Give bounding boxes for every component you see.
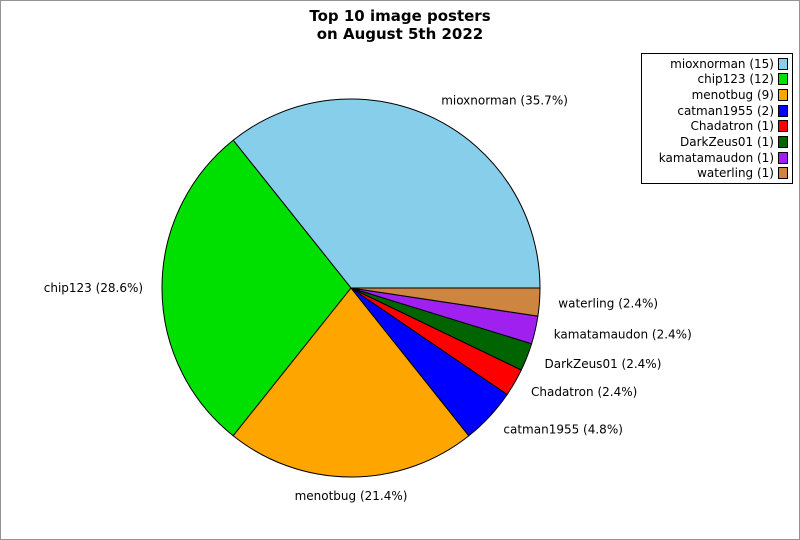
legend-item-kamatamaudon: kamatamaudon (1) bbox=[644, 150, 788, 165]
pie-slice-chip123 bbox=[161, 139, 352, 437]
legend-item-label: chip123 (12) bbox=[697, 72, 774, 87]
legend-item-label: catman1955 (2) bbox=[677, 103, 774, 118]
legend-item-Chadatron: Chadatron (1) bbox=[644, 119, 788, 134]
pie-slice-label: Chadatron (2.4%) bbox=[531, 385, 637, 399]
pie-slice-label: mioxnorman (35.7%) bbox=[441, 94, 568, 108]
pie-slice-label: chip123 (28.6%) bbox=[44, 281, 143, 295]
legend-item-catman1955: catman1955 (2) bbox=[644, 103, 788, 118]
chart-title: Top 10 image posters on August 5th 2022 bbox=[309, 7, 491, 43]
legend-item-label: menotbug (9) bbox=[691, 88, 774, 103]
pie-slice-label: DarkZeus01 (2.4%) bbox=[545, 357, 662, 371]
legend-color-swatch bbox=[778, 151, 788, 164]
pie-slice-menotbug bbox=[232, 287, 470, 478]
legend-item-mioxnorman: mioxnorman (15) bbox=[644, 56, 788, 71]
legend-color-swatch bbox=[778, 104, 788, 117]
pie-slice-label: menotbug (21.4%) bbox=[295, 489, 408, 503]
legend-item-menotbug: menotbug (9) bbox=[644, 88, 788, 103]
legend-item-label: DarkZeus01 (1) bbox=[679, 134, 774, 149]
legend-item-label: kamatamaudon (1) bbox=[658, 150, 774, 165]
legend-color-swatch bbox=[778, 57, 788, 70]
legend-item-label: waterling (1) bbox=[697, 166, 774, 181]
pie-slice-label: catman1955 (4.8%) bbox=[503, 422, 623, 436]
legend-item-DarkZeus01: DarkZeus01 (1) bbox=[644, 134, 788, 149]
legend-color-swatch bbox=[778, 73, 788, 86]
legend-box: mioxnorman (15) chip123 (12) menotbug (9) c… bbox=[641, 53, 793, 184]
legend-item-chip123: chip123 (12) bbox=[644, 72, 788, 87]
legend-color-swatch bbox=[778, 167, 788, 180]
legend-item-waterling: waterling (1) bbox=[644, 166, 788, 181]
legend-color-swatch bbox=[778, 120, 788, 133]
pie-slice-label: kamatamaudon (2.4%) bbox=[554, 327, 692, 341]
pie-slice-mioxnorman bbox=[232, 98, 541, 289]
pie-slice-label: waterling (2.4%) bbox=[558, 297, 658, 311]
legend-item-label: Chadatron (1) bbox=[690, 119, 774, 134]
legend-color-swatch bbox=[778, 135, 788, 148]
legend-color-swatch bbox=[778, 89, 788, 102]
pie-slice-waterling bbox=[350, 287, 541, 317]
legend-item-label: mioxnorman (15) bbox=[670, 56, 774, 71]
